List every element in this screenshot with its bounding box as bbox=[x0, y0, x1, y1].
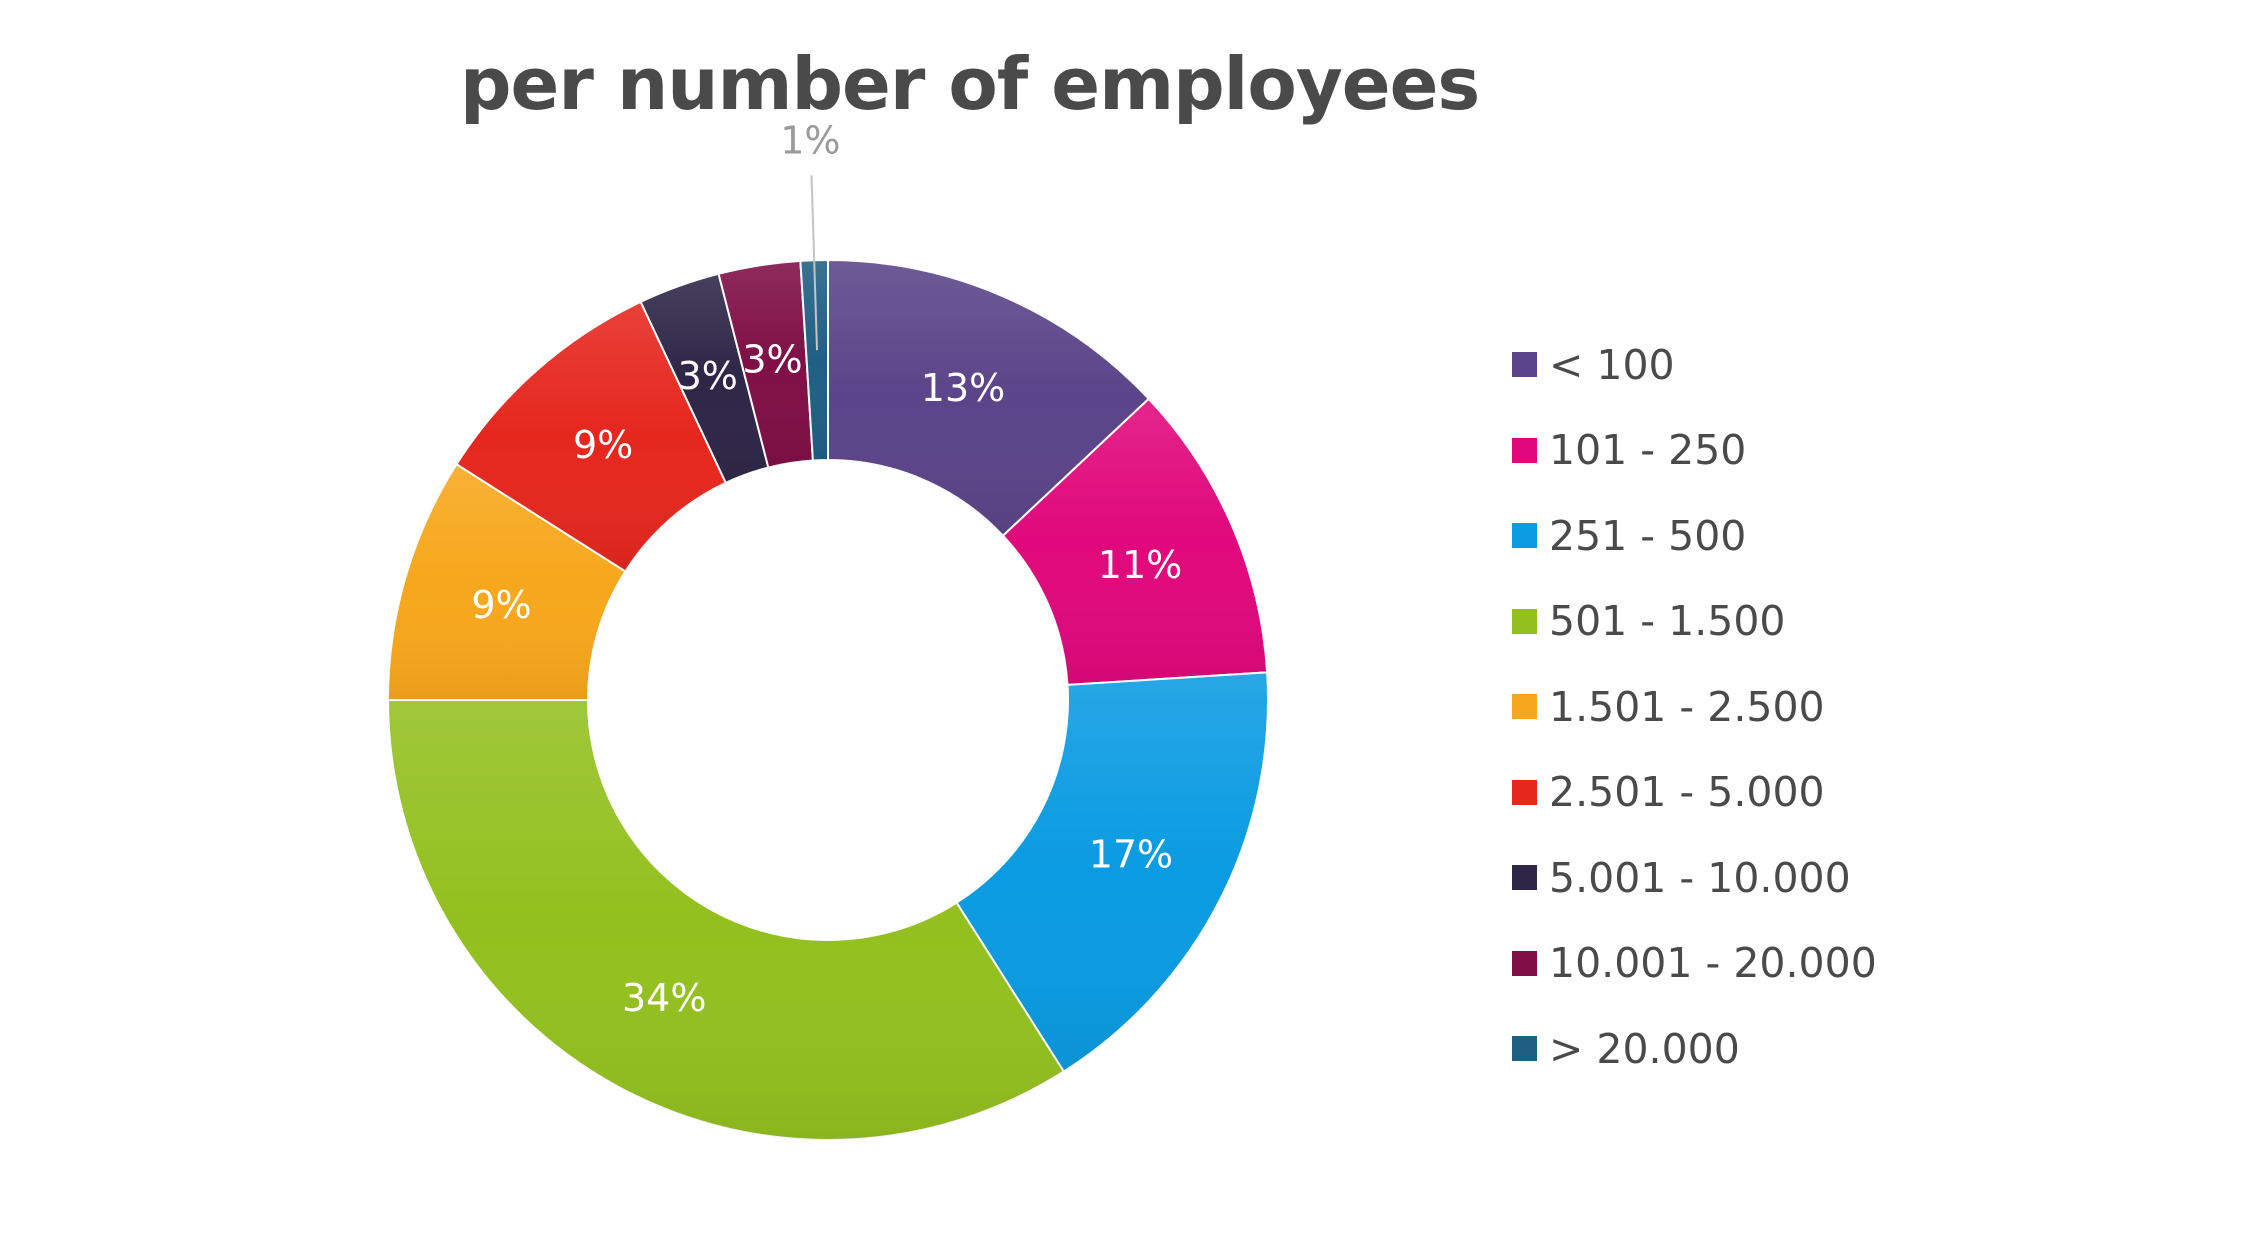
slices-group bbox=[386, 258, 1269, 1141]
legend-item: > 20.000 bbox=[1512, 1006, 1877, 1092]
legend-label: 251 - 500 bbox=[1549, 511, 1747, 560]
legend-swatch bbox=[1512, 865, 1537, 891]
legend-swatch bbox=[1512, 523, 1537, 549]
slice-label: 34% bbox=[622, 976, 706, 1020]
legend-item: 2.501 - 5.000 bbox=[1512, 750, 1877, 836]
donut-slice-shading bbox=[956, 672, 1268, 1072]
legend-swatch bbox=[1512, 779, 1537, 805]
legend-swatch bbox=[1512, 950, 1537, 976]
slice-label: 9% bbox=[573, 423, 633, 467]
legend-label: 101 - 250 bbox=[1549, 426, 1747, 475]
donut-slice-shading bbox=[640, 273, 769, 483]
legend-swatch bbox=[1512, 352, 1537, 378]
legend-swatch bbox=[1512, 1036, 1537, 1062]
legend-item: 1.501 - 2.500 bbox=[1512, 664, 1877, 750]
leader-line bbox=[810, 175, 819, 351]
slice-label: 9% bbox=[471, 583, 531, 627]
legend-item: 501 - 1.500 bbox=[1512, 579, 1877, 665]
donut-slice-shading bbox=[718, 260, 813, 468]
legend-swatch bbox=[1512, 437, 1537, 463]
legend-label: 501 - 1.500 bbox=[1549, 597, 1786, 646]
chart-title: per number of employees bbox=[460, 42, 1480, 126]
legend-label: > 20.000 bbox=[1549, 1024, 1740, 1073]
legend: < 100 101 - 250 251 - 500 501 - 1.500 1.501 … bbox=[1512, 322, 1877, 1092]
legend-label: 10.001 - 20.000 bbox=[1549, 939, 1877, 988]
donut-slice-shading bbox=[456, 301, 726, 572]
slice-label: 3% bbox=[678, 354, 738, 398]
legend-item: 251 - 500 bbox=[1512, 493, 1877, 579]
donut-slice-shading bbox=[828, 260, 1149, 536]
slice-label: 13% bbox=[921, 366, 1005, 410]
donut-slice-shading bbox=[1002, 398, 1268, 685]
legend-item: 101 - 250 bbox=[1512, 408, 1877, 494]
legend-label: 1.501 - 2.500 bbox=[1549, 682, 1825, 731]
donut-slice-shading bbox=[800, 260, 828, 461]
legend-label: 2.501 - 5.000 bbox=[1549, 768, 1825, 817]
legend-item: 5.001 - 10.000 bbox=[1512, 835, 1877, 921]
slice-label: 1% bbox=[780, 118, 840, 162]
legend-item: 10.001 - 20.000 bbox=[1512, 921, 1877, 1007]
legend-label: 5.001 - 10.000 bbox=[1549, 853, 1851, 902]
legend-label: < 100 bbox=[1549, 340, 1675, 389]
legend-swatch bbox=[1512, 694, 1537, 720]
donut-slice-shading bbox=[388, 464, 626, 700]
slice-labels-group: 13% 11% 17% 34% 9% 9% 3% 3% 1% bbox=[471, 118, 1182, 1020]
slice-label: 17% bbox=[1089, 832, 1173, 876]
donut-slice-shading bbox=[388, 700, 1064, 1140]
legend-item: < 100 bbox=[1512, 322, 1877, 408]
legend-swatch bbox=[1512, 608, 1537, 634]
slice-label: 3% bbox=[742, 337, 802, 381]
slice-label: 11% bbox=[1098, 543, 1182, 587]
